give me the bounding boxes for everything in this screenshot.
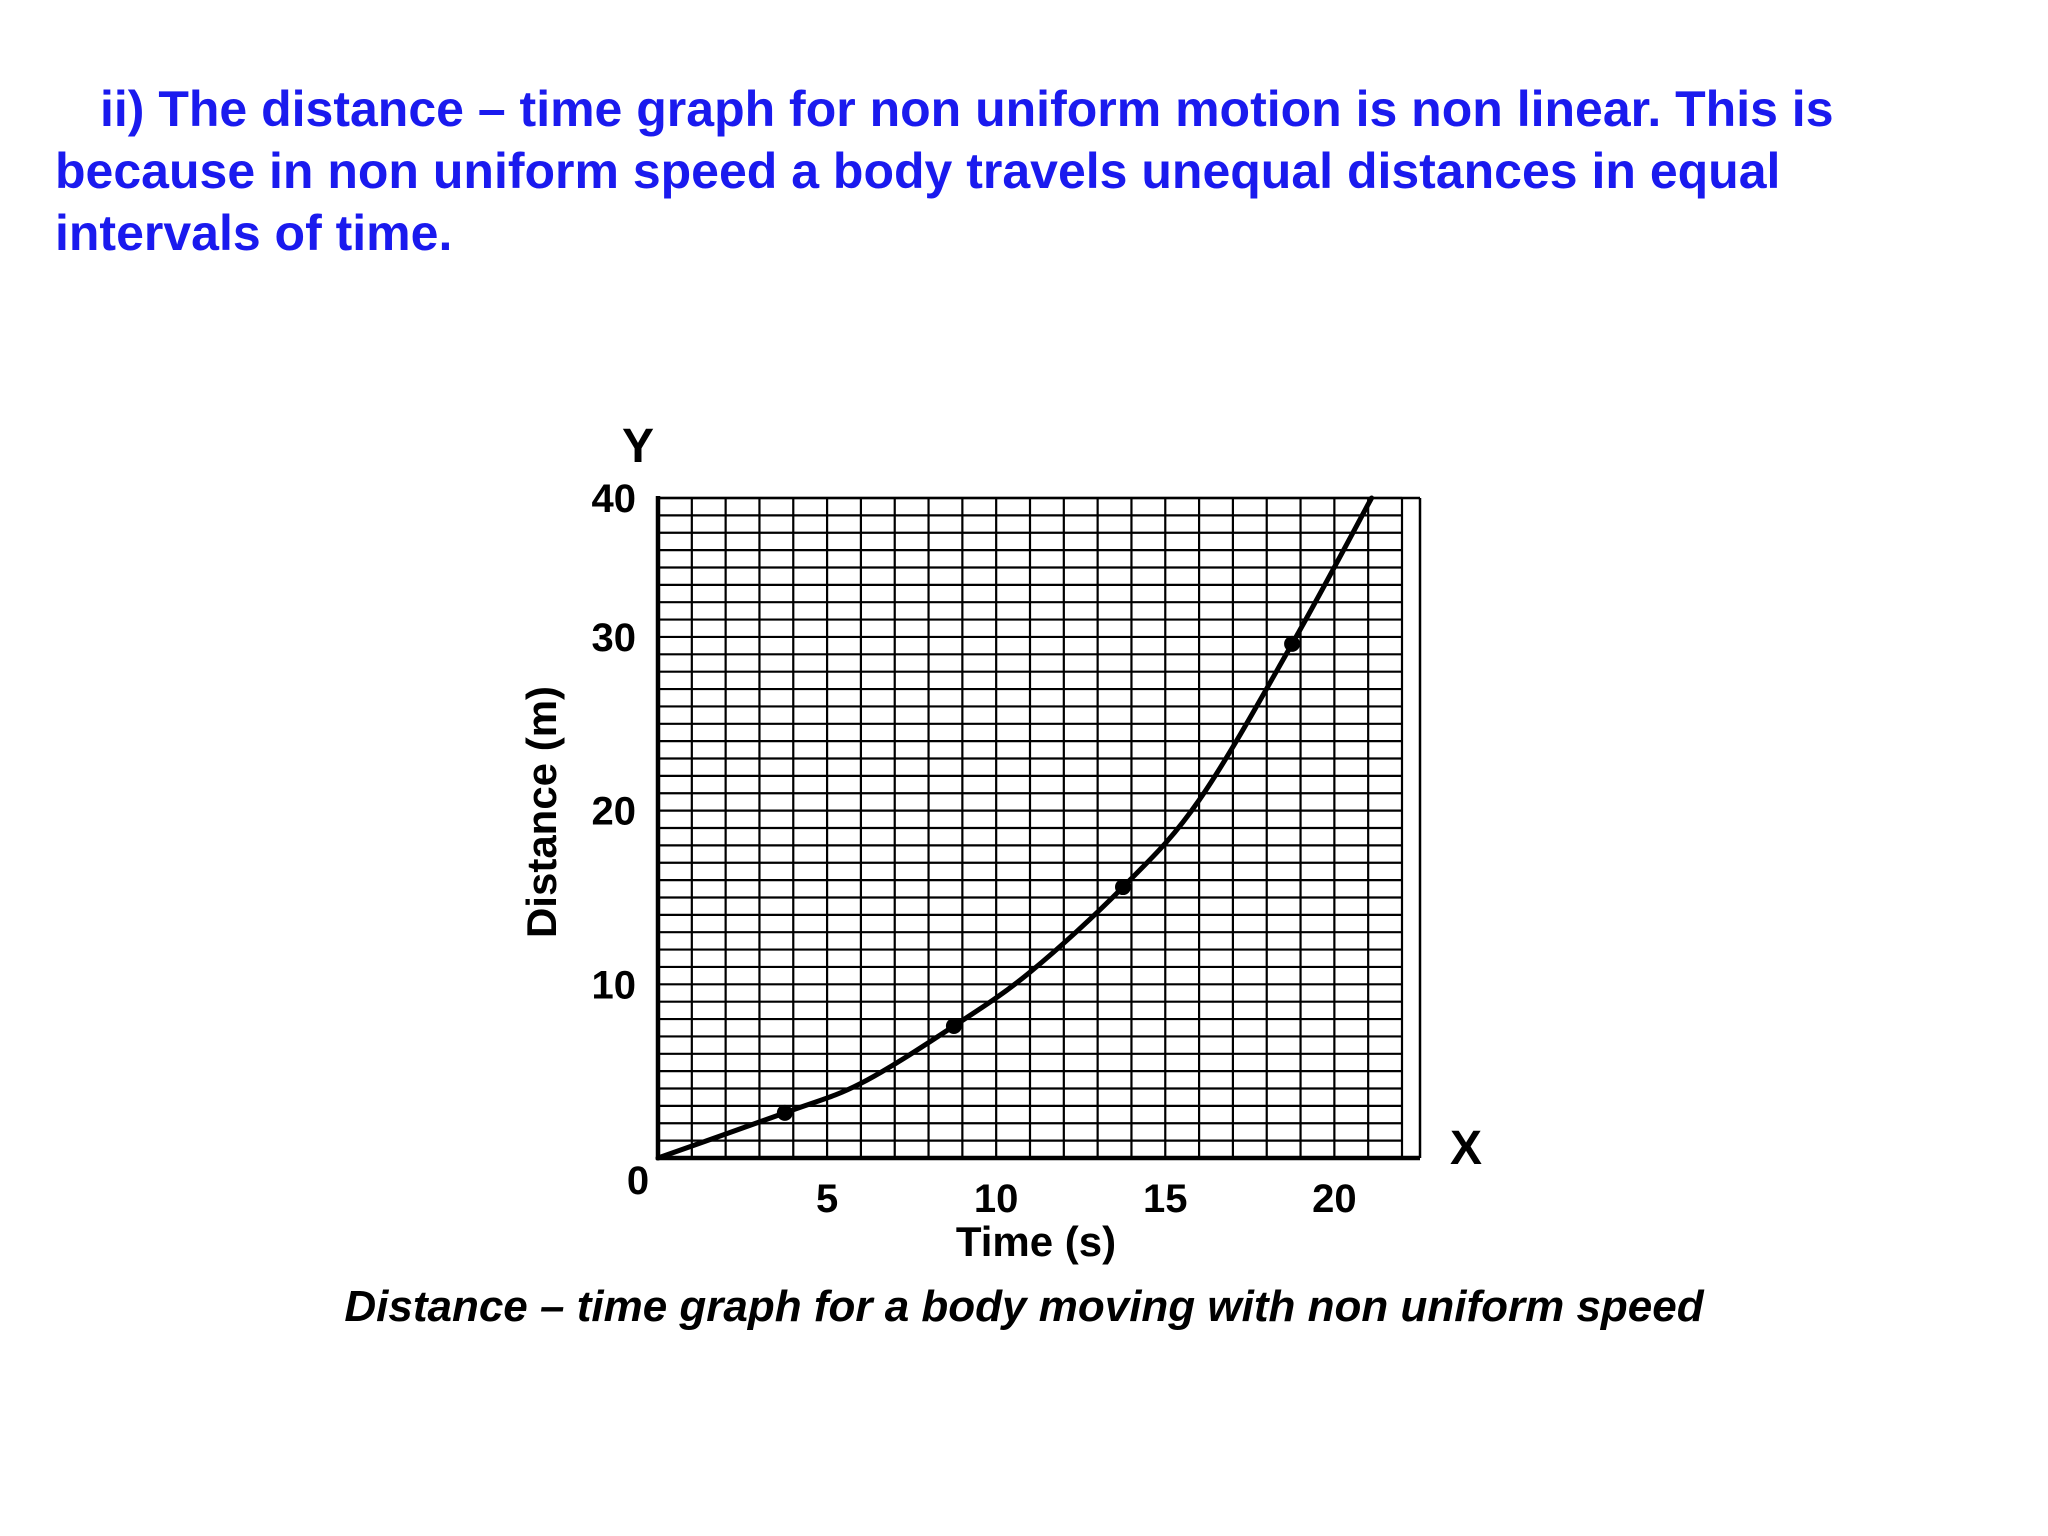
- y-axis-title: Distance (m): [518, 686, 565, 938]
- y-tick-label: 10: [592, 963, 637, 1007]
- x-tick-label: 5: [816, 1177, 838, 1221]
- data-point: [945, 1018, 962, 1034]
- y-axis-letter: Y: [622, 420, 654, 473]
- x-axis-title: Time (s): [956, 1218, 1116, 1265]
- chart-labels: Y X 0 Time (s) Distance (m) 5 10 15 20 10 20 3…: [518, 420, 1482, 1265]
- y-tick-label: 40: [592, 477, 637, 521]
- chart-curve-group: [655, 495, 1375, 1161]
- distance-curve: [655, 495, 1375, 1161]
- chart-grid: [658, 496, 1404, 1158]
- x-axis-letter: X: [1450, 1122, 1482, 1175]
- x-tick-label: 20: [1312, 1177, 1357, 1221]
- chart-points: [776, 635, 1301, 1121]
- intro-text: ii) The distance – time graph for non un…: [55, 81, 1834, 261]
- data-point: [1284, 635, 1301, 652]
- intro-paragraph: ii) The distance – time graph for non un…: [55, 78, 1995, 264]
- origin-label: 0: [627, 1159, 649, 1203]
- data-point: [776, 1104, 793, 1121]
- x-tick-label: 15: [1143, 1177, 1188, 1221]
- y-tick-label: 20: [592, 790, 637, 834]
- y-tick-label: 30: [592, 616, 637, 660]
- x-tick-label: 10: [974, 1177, 1019, 1221]
- chart-axes: [655, 496, 1422, 1161]
- data-point: [1115, 879, 1131, 896]
- figure-caption: Distance – time graph for a body moving …: [344, 1282, 1704, 1331]
